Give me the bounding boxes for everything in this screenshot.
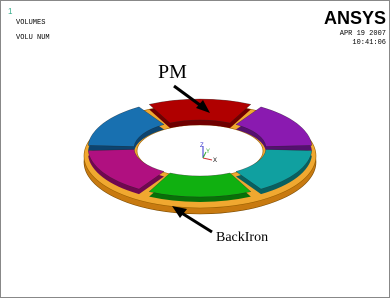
date: APR 19 2007 [340,30,386,38]
backiron-label: BackIron [216,230,268,245]
triad-x: X [213,158,217,164]
window-number: 1 [8,7,13,16]
triad-z: Z [200,143,204,149]
triad-y: Y [206,149,210,155]
time: 10:41:06 [352,39,386,47]
viewport: 1 VOLUMES VOLU NUM ANSYS APR 19 2007 10:… [0,0,390,298]
title: VOLUMES [16,19,45,27]
ring-model [84,99,316,214]
logo: ANSYS [324,8,386,28]
pm-label: PM [158,61,187,83]
subtitle: VOLU NUM [16,34,50,42]
